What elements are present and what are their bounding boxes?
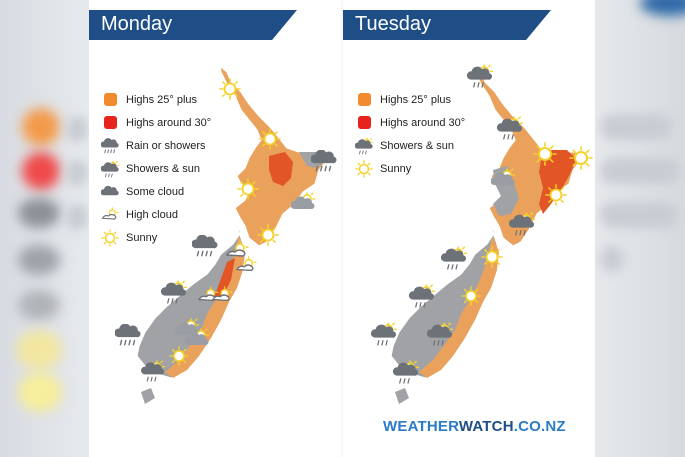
- blurred-text-1: [66, 116, 88, 142]
- legend-row: Rain or showers: [101, 134, 211, 157]
- rain-cloud-icon: [101, 137, 119, 155]
- brand-part-watch: WATCH: [458, 418, 514, 435]
- tuesday-stewart-island: [395, 388, 409, 404]
- legend-label: Showers & sun: [126, 162, 200, 175]
- cloud-icon: [101, 183, 119, 201]
- monday-panel: Monday Highs 25° plus: [89, 0, 341, 457]
- brand-part-domain: .CO.NZ: [513, 418, 566, 435]
- legend-label: Sunny: [380, 162, 412, 175]
- legend-row: Highs 25° plus: [101, 88, 211, 111]
- sun-icon: [101, 228, 119, 247]
- blurred-cloud-2: [18, 245, 60, 275]
- sun-icon: [237, 178, 259, 200]
- legend-label: Highs 25° plus: [380, 93, 452, 106]
- tuesday-legend: Highs 25° plus Highs around 30° Showers …: [355, 88, 465, 180]
- tuesday-panel: Tuesday Highs 25° plus Highs a: [343, 0, 595, 457]
- legend-row: Some cloud: [101, 180, 211, 203]
- red-swatch-icon: [355, 114, 373, 132]
- legend-row: Showers & sun: [101, 157, 211, 180]
- legend-label: Highs around 30°: [126, 116, 212, 129]
- sun-icon: [259, 128, 281, 150]
- legend-label: Highs 25° plus: [126, 93, 198, 106]
- blurred-orange-dot: [22, 108, 60, 146]
- brand-part-weather: WEATHER: [383, 418, 459, 435]
- red-swatch-icon: [101, 114, 119, 132]
- monday-nz-map: [115, 64, 337, 404]
- high-cloud-icon: [101, 206, 119, 224]
- sun-icon: [355, 159, 373, 178]
- sun-icon: [219, 78, 241, 100]
- sun-icon: [257, 224, 279, 246]
- monday-legend: Highs 25° plus Highs around 30° Rain or …: [101, 88, 211, 249]
- tuesday-header: Tuesday: [343, 10, 551, 40]
- legend-label: Sunny: [126, 231, 158, 244]
- legend-row: Sunny: [355, 157, 465, 180]
- legend-label: High cloud: [126, 208, 178, 221]
- blurred-sun-1: [16, 330, 62, 370]
- tuesday-east-red-area: [539, 150, 577, 214]
- orange-swatch-icon: [101, 91, 119, 109]
- showers-sun-icon: [467, 64, 493, 88]
- showers-sun-icon: [101, 159, 119, 178]
- weatherwatch-logo: WEATHERWATCH.CO.NZ: [383, 418, 566, 435]
- blurred-cloud-1: [18, 198, 60, 228]
- monday-south-red-strip: [213, 258, 235, 300]
- orange-swatch-icon: [355, 91, 373, 109]
- blurred-text-6: [600, 202, 678, 228]
- tuesday-south-east-orange: [419, 236, 499, 378]
- legend-row: Highs around 30°: [101, 111, 211, 134]
- legend-row: Sunny: [101, 226, 211, 249]
- sun-icon: [481, 246, 503, 268]
- blurred-text-3: [66, 204, 88, 230]
- blurred-red-dot: [22, 152, 60, 190]
- legend-label: Showers & sun: [380, 139, 454, 152]
- tuesday-title: Tuesday: [355, 13, 431, 35]
- blurred-text-7: [600, 246, 624, 272]
- blurred-text-2: [66, 160, 88, 186]
- rain-cloud-icon: [115, 324, 141, 346]
- blurred-cloud-3: [18, 290, 60, 320]
- legend-label: Rain or showers: [126, 139, 206, 152]
- legend-label: Some cloud: [126, 185, 185, 198]
- showers-sun-icon: [355, 136, 373, 155]
- monday-header: Monday: [89, 10, 297, 40]
- sun-icon: [169, 346, 189, 366]
- sun-icon: [569, 146, 593, 170]
- blurred-text-4: [600, 114, 672, 140]
- legend-row: Highs around 30°: [355, 111, 465, 134]
- legend-label: Highs around 30°: [380, 116, 466, 129]
- blurred-top-right: [640, 0, 685, 16]
- blurred-text-5: [600, 158, 680, 184]
- sun-icon: [461, 286, 481, 306]
- monday-title: Monday: [101, 13, 173, 35]
- monday-north-red-area: [269, 152, 293, 186]
- sun-icon: [533, 142, 557, 166]
- showers-sun-icon: [371, 322, 397, 346]
- legend-row: Highs 25° plus: [355, 88, 465, 111]
- showers-sun-icon: [441, 246, 467, 270]
- monday-stewart-island: [141, 388, 155, 404]
- sun-icon: [545, 184, 567, 206]
- legend-row: High cloud: [101, 203, 211, 226]
- blurred-sun-2: [18, 372, 62, 412]
- legend-row: Showers & sun: [355, 134, 465, 157]
- tuesday-nz-map: [371, 64, 593, 404]
